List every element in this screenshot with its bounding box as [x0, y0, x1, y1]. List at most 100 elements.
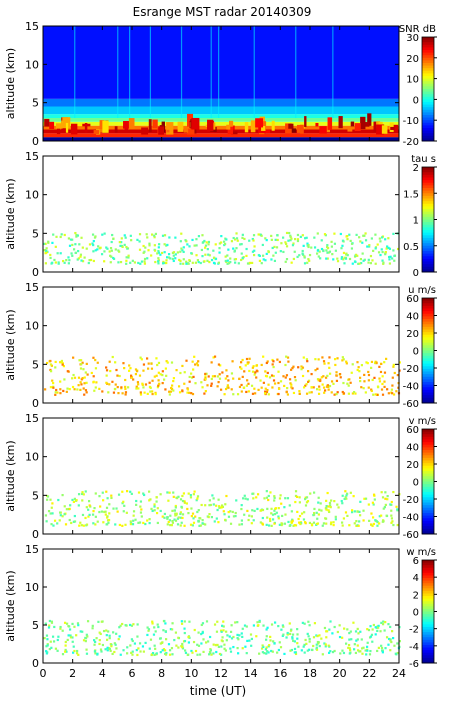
y-tick-label: 5	[32, 358, 39, 371]
data-cell	[125, 256, 128, 259]
data-cell	[290, 520, 294, 524]
colorbar-tick-label: 30	[406, 33, 419, 44]
data-cell	[341, 356, 344, 359]
colorbar-segment	[422, 248, 434, 252]
data-cell	[84, 389, 88, 392]
data-cell	[240, 519, 243, 522]
data-cell	[208, 653, 211, 656]
colorbar-segment	[422, 473, 434, 477]
data-cell	[250, 384, 254, 387]
data-cell	[351, 363, 354, 366]
data-cell	[320, 247, 324, 251]
data-cell	[386, 495, 389, 498]
data-cell	[344, 496, 347, 499]
data-cell	[272, 254, 275, 257]
data-cell	[84, 636, 87, 640]
data-cell	[72, 651, 75, 654]
data-cell	[159, 642, 162, 645]
colorbar-segment	[422, 334, 434, 338]
data-cell	[107, 519, 111, 522]
colorbar-segment	[422, 347, 434, 351]
data-cell	[145, 233, 148, 236]
data-cell	[281, 634, 284, 637]
data-cell	[124, 624, 127, 627]
data-cell	[297, 517, 300, 521]
data-cell	[258, 652, 261, 655]
data-cell	[179, 240, 182, 243]
data-cell	[194, 649, 198, 653]
data-cell	[153, 236, 156, 239]
data-cell	[50, 523, 53, 526]
data-cell	[235, 499, 238, 502]
data-cell	[366, 362, 369, 365]
snr-echo-cell	[166, 122, 174, 135]
data-cell	[381, 250, 384, 254]
x-tick-label: 10	[184, 667, 198, 680]
snr-interference-stripe	[117, 26, 119, 118]
data-cell	[390, 514, 393, 517]
data-cell	[71, 636, 74, 639]
data-cell	[220, 629, 223, 632]
data-cell	[119, 624, 122, 627]
data-cell	[118, 626, 121, 629]
data-cell	[75, 634, 78, 637]
data-cell	[251, 261, 254, 265]
data-cell	[109, 247, 113, 250]
data-cell	[362, 234, 365, 237]
data-cell	[313, 513, 316, 516]
data-cell	[209, 503, 212, 507]
data-cell	[88, 259, 91, 262]
data-cell	[372, 522, 376, 526]
data-cell	[355, 233, 358, 236]
data-cell	[346, 628, 349, 631]
data-cell	[368, 245, 371, 248]
data-cell	[188, 245, 191, 248]
colorbar-segment	[422, 379, 434, 383]
data-cell	[57, 635, 60, 638]
data-cell	[230, 372, 234, 375]
data-cell	[336, 257, 339, 260]
data-cell	[208, 650, 212, 654]
data-cell	[44, 388, 47, 391]
snr-echo-cell	[49, 121, 55, 130]
data-cell	[68, 518, 71, 522]
data-cell	[68, 628, 72, 631]
data-cell	[143, 262, 147, 265]
colorbar-segment	[422, 585, 434, 589]
data-cell	[87, 261, 90, 265]
data-cell	[49, 370, 53, 373]
data-cell	[184, 239, 187, 242]
data-cell	[79, 521, 82, 524]
data-cell	[46, 361, 49, 365]
colorbar-segment	[422, 209, 434, 213]
data-cell	[208, 635, 212, 639]
data-cell	[190, 507, 193, 510]
data-cell	[374, 393, 377, 396]
data-cell	[207, 375, 210, 378]
data-cell	[92, 375, 95, 378]
data-cell	[369, 625, 372, 628]
colorbar-segment	[422, 235, 434, 239]
data-cell	[180, 506, 184, 509]
data-cell	[197, 520, 200, 523]
colorbar-segment	[422, 361, 434, 365]
data-cell	[284, 376, 287, 379]
data-cell	[285, 258, 289, 261]
data-cell	[126, 646, 129, 649]
data-cell	[291, 387, 294, 390]
data-cell	[290, 383, 293, 386]
data-cell	[392, 523, 395, 527]
data-cell	[262, 355, 265, 358]
data-cell	[261, 508, 265, 512]
data-cell	[80, 492, 84, 496]
data-cell	[385, 247, 388, 250]
data-cell	[80, 359, 83, 362]
data-cell	[229, 647, 232, 650]
colorbar-segment	[422, 305, 434, 309]
data-cell	[325, 376, 328, 379]
data-cell	[380, 248, 383, 251]
data-cell	[82, 639, 86, 642]
data-cell	[275, 246, 279, 249]
colorbar-tick-label: 40	[406, 443, 419, 454]
data-cell	[359, 500, 362, 503]
